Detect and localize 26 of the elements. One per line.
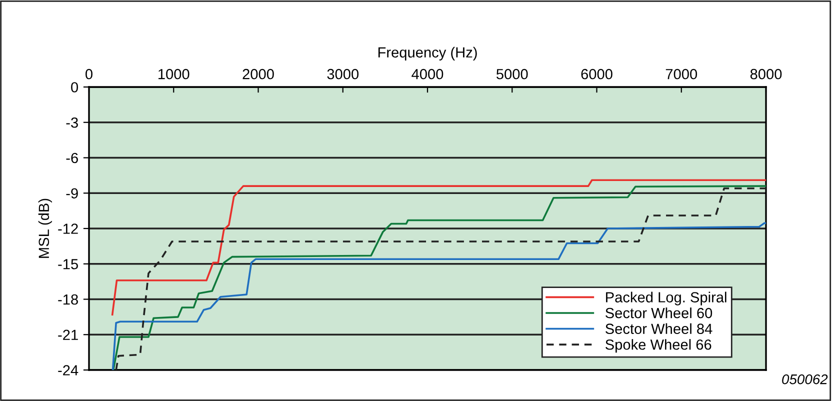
x-tick-label: 1000	[158, 68, 190, 80]
x-axis-title: Frequency (Hz)	[378, 46, 477, 60]
y-tick-label: -12	[58, 224, 78, 234]
y-tick-label: -24	[58, 365, 78, 376]
x-tick-label: 5000	[496, 68, 528, 80]
y-axis-title: MSL (dB)	[38, 198, 52, 258]
x-tick-label: 7000	[666, 68, 698, 80]
x-tick-label: 0	[86, 68, 92, 80]
x-tick-label: 8000	[750, 68, 782, 80]
y-tick-label: -6	[66, 152, 78, 164]
x-tick-label: 6000	[581, 68, 612, 80]
y-tick-label: -18	[58, 294, 78, 305]
legend-label: Sector Wheel 84	[606, 323, 712, 334]
y-tick-label: 0	[71, 82, 78, 92]
legend-label: Packed Log. Spiral	[606, 292, 726, 306]
legend-label: Spoke Wheel 66	[606, 339, 712, 353]
line-series	[112, 222, 766, 370]
legend-label: Sector Wheel 60	[606, 308, 712, 318]
y-tick-label: -15	[58, 259, 78, 270]
text: 050062	[782, 374, 828, 384]
y-tick-label: -3	[66, 117, 78, 128]
x-tick-label: 2000	[242, 68, 274, 80]
y-tick-label: -9	[66, 188, 78, 199]
x-tick-label: 3000	[327, 68, 359, 80]
y-tick-label: -21	[58, 330, 78, 340]
x-tick-label: 4000	[412, 68, 444, 80]
